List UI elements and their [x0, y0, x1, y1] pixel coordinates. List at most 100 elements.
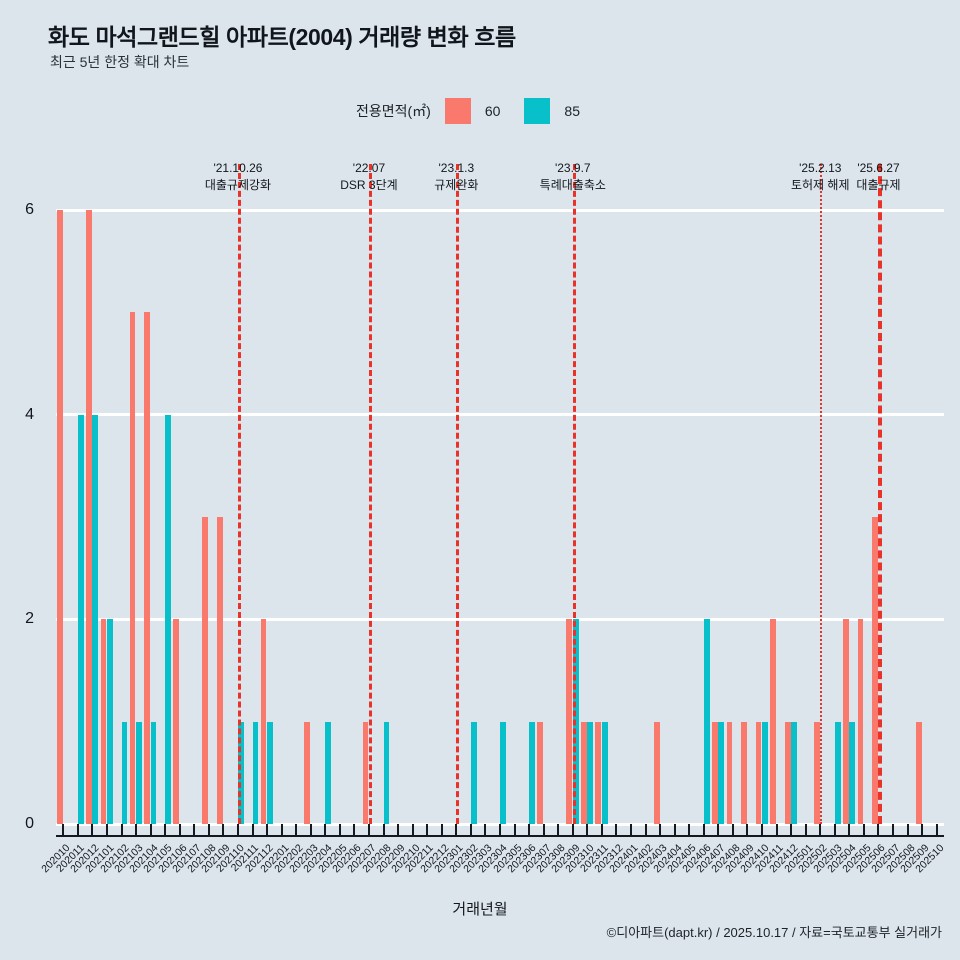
bar-202012-85[interactable] — [92, 414, 99, 824]
bar-202112-85[interactable] — [267, 721, 273, 824]
x-tick — [236, 824, 239, 835]
bar-202504-60[interactable] — [842, 619, 849, 824]
x-tick — [571, 824, 574, 835]
bar-202304-85[interactable] — [500, 721, 506, 824]
bar-202311-60[interactable] — [595, 721, 602, 824]
bar-202412-60[interactable] — [784, 721, 791, 824]
bar-202010-60[interactable] — [56, 210, 63, 824]
x-tick — [251, 824, 254, 835]
y-tick-label: 0 — [25, 815, 34, 832]
event-line-202301 — [456, 164, 460, 824]
bar-202504-85[interactable] — [849, 721, 856, 824]
x-tick — [280, 824, 283, 835]
bar-202505-60[interactable] — [857, 619, 864, 824]
x-tick — [542, 824, 545, 835]
bar-202309-60[interactable] — [566, 619, 573, 824]
x-tick — [295, 824, 298, 835]
x-tick — [819, 824, 822, 835]
bar-202409-60[interactable] — [741, 721, 747, 824]
bar-202502-60[interactable] — [813, 721, 820, 824]
x-tick — [353, 824, 356, 835]
x-tick — [411, 824, 414, 835]
x-tick — [120, 824, 123, 835]
bar-202412-85[interactable] — [791, 721, 797, 824]
legend-swatch-85 — [524, 98, 551, 124]
y-tick-label: 6 — [25, 201, 34, 218]
x-tick — [135, 824, 138, 835]
bar-202011-85[interactable] — [77, 414, 84, 824]
bar-202407-60[interactable] — [711, 721, 718, 824]
bar-202109-60[interactable] — [217, 517, 223, 824]
bar-202506-60[interactable] — [872, 517, 878, 824]
event-label: 특례대출축소 — [539, 178, 606, 193]
gridline — [56, 208, 944, 212]
x-tick — [862, 824, 865, 835]
bar-202509-60[interactable] — [915, 721, 922, 824]
event-annotation-202506: '25.6.27 대출규제 — [856, 160, 900, 195]
bar-202208-85[interactable] — [383, 721, 390, 824]
event-line-202506 — [878, 164, 883, 824]
x-axis — [56, 824, 944, 838]
bar-202411-60[interactable] — [770, 619, 776, 824]
legend-item-60[interactable]: 60 — [444, 98, 500, 124]
x-tick — [222, 824, 225, 835]
x-tick — [499, 824, 501, 835]
bar-202410-85[interactable] — [762, 721, 768, 824]
bar-202302-85[interactable] — [470, 721, 477, 824]
bar-202104-60[interactable] — [144, 312, 151, 824]
x-tick — [76, 824, 79, 835]
bar-202407-85[interactable] — [718, 721, 725, 824]
bar-202408-60[interactable] — [726, 721, 733, 824]
x-tick — [149, 824, 152, 835]
x-tick — [775, 824, 778, 835]
bar-202104-85[interactable] — [150, 721, 157, 824]
x-tick — [630, 824, 633, 835]
event-label: 대출규제강화 — [204, 178, 272, 193]
bar-202102-85[interactable] — [121, 721, 128, 824]
event-line-202502 — [820, 164, 823, 824]
bar-202103-85[interactable] — [136, 721, 142, 824]
event-date: '22.07 — [352, 161, 386, 175]
event-date: '25.2.13 — [799, 161, 842, 175]
bar-202112-60[interactable] — [260, 619, 267, 824]
bar-202403-60[interactable] — [653, 721, 660, 824]
x-tick — [193, 824, 196, 835]
x-tick — [615, 824, 618, 835]
x-tick — [790, 824, 793, 835]
bar-202406-85[interactable] — [703, 619, 710, 824]
bar-202105-85[interactable] — [165, 414, 171, 824]
x-tick — [178, 824, 181, 835]
bar-202310-85[interactable] — [587, 721, 594, 824]
bar-202311-85[interactable] — [601, 721, 608, 824]
event-date: '21.10.26 — [213, 161, 263, 175]
x-tick — [528, 824, 531, 835]
bar-202207-60[interactable] — [362, 721, 369, 824]
x-tick — [746, 824, 749, 835]
legend-swatch-60 — [444, 98, 471, 124]
bar-202204-85[interactable] — [325, 721, 332, 824]
bar-202410-60[interactable] — [755, 721, 762, 824]
bar-202012-60[interactable] — [85, 210, 92, 824]
x-tick — [761, 824, 764, 835]
bar-202103-60[interactable] — [129, 312, 136, 824]
event-annotation-202309: '23.9.7 특례대출축소 — [540, 160, 606, 195]
x-axis-title: 거래년월 — [452, 901, 508, 918]
bar-202106-60[interactable] — [173, 619, 180, 824]
legend-title: 전용면적(㎡) — [355, 103, 431, 119]
x-tick — [659, 824, 662, 835]
x-tick — [397, 824, 400, 835]
bar-202203-60[interactable] — [304, 721, 311, 824]
bar-202310-60[interactable] — [580, 721, 587, 824]
bar-202503-85[interactable] — [834, 721, 841, 824]
bar-202101-85[interactable] — [106, 619, 113, 824]
legend-item-85[interactable]: 85 — [524, 98, 580, 124]
bar-202307-60[interactable] — [537, 721, 544, 824]
x-tick — [688, 824, 691, 835]
bar-202111-85[interactable] — [252, 721, 259, 824]
bar-202306-85[interactable] — [529, 721, 535, 824]
bar-202108-60[interactable] — [202, 517, 209, 824]
x-tick — [877, 824, 880, 835]
event-label: 토허제 해제 — [790, 178, 850, 193]
bar-202101-60[interactable] — [100, 619, 107, 824]
